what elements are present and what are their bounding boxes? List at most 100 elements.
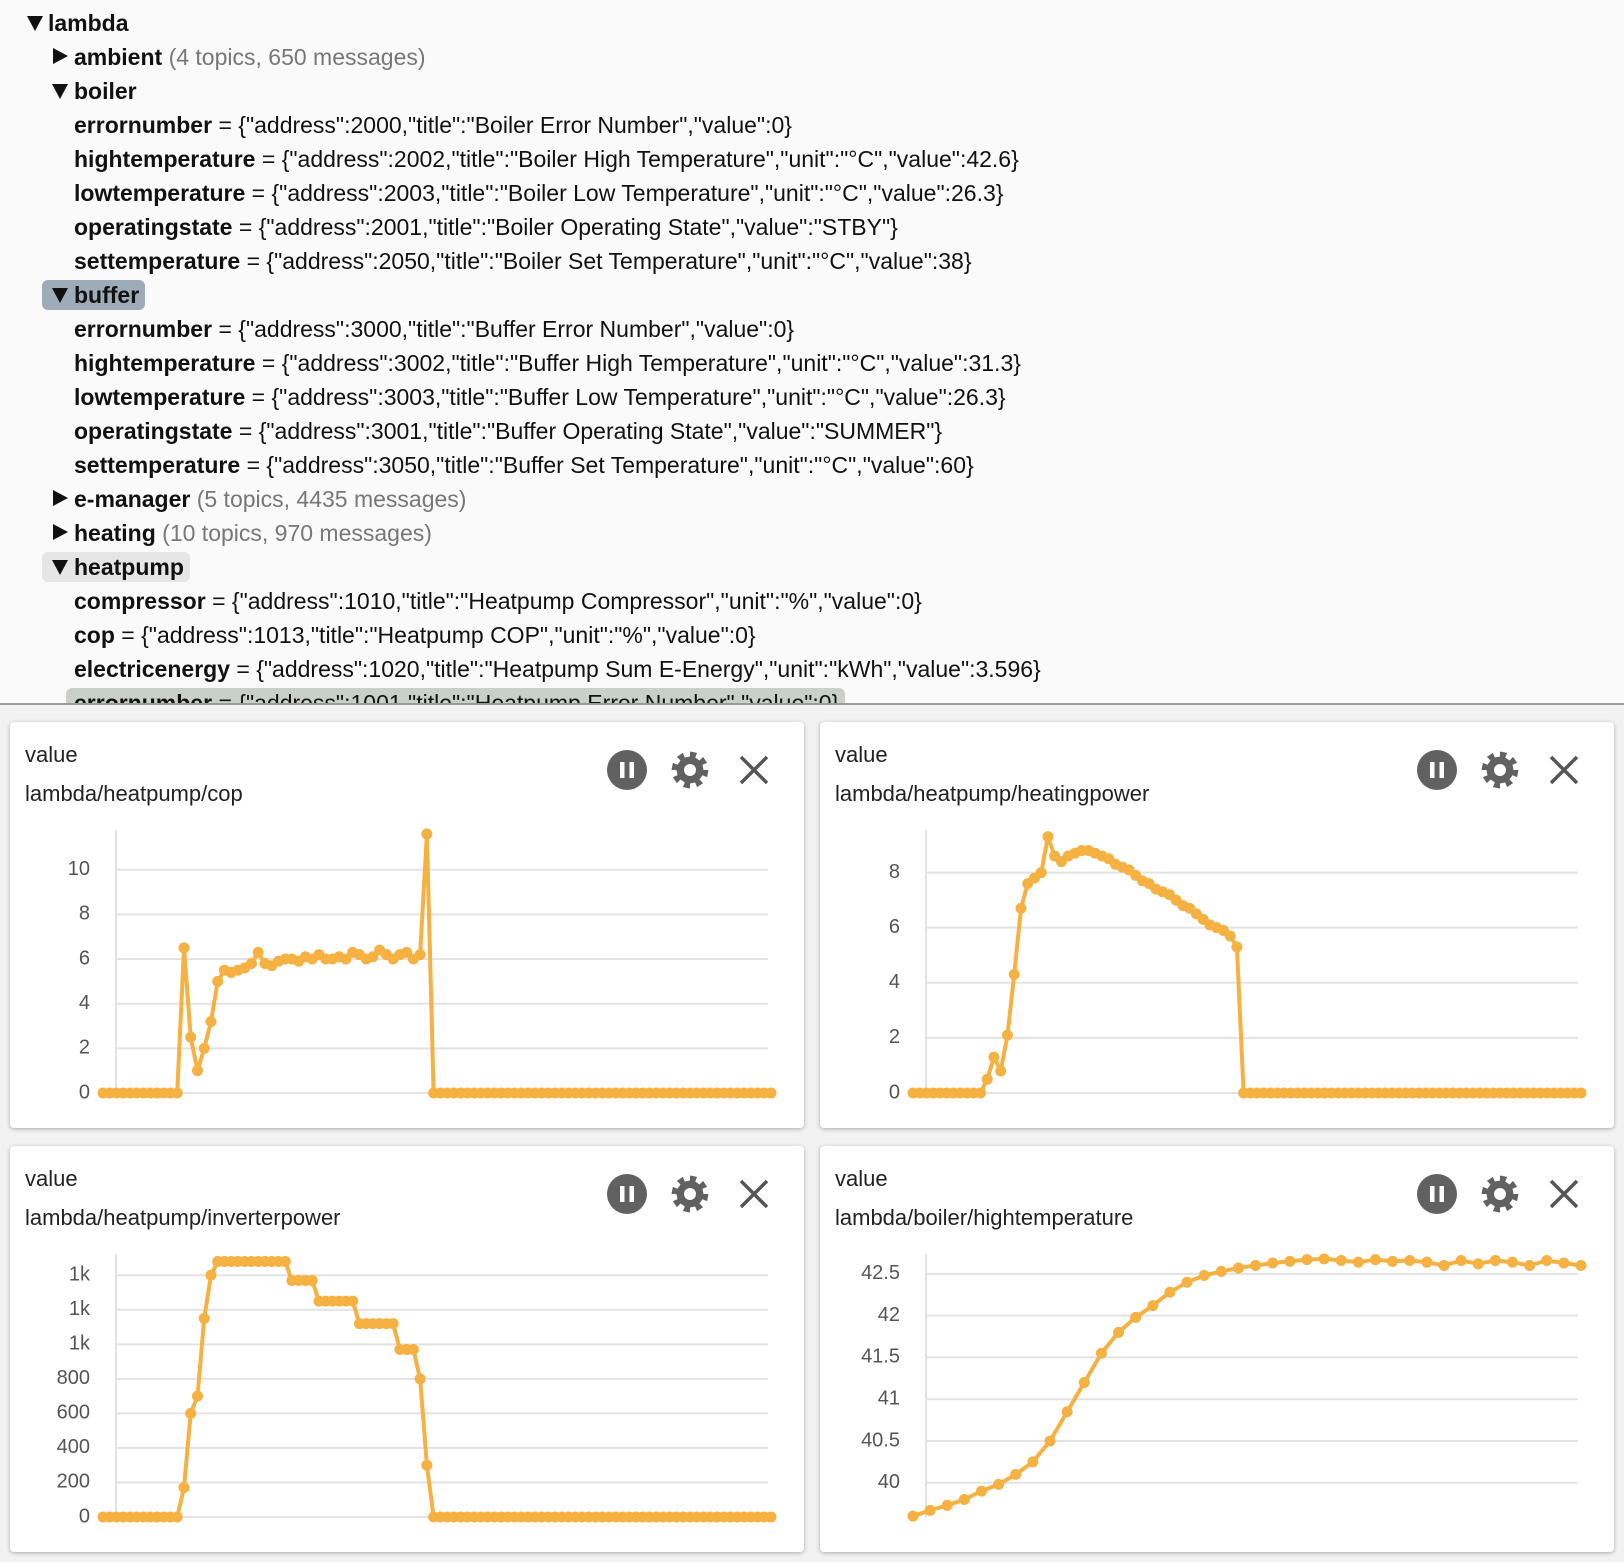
- topic-name: boiler: [74, 78, 137, 104]
- data-point: [279, 1255, 291, 1267]
- topic-folder[interactable]: boiler: [74, 76, 137, 106]
- topic-name: settemperature: [74, 452, 241, 478]
- topic-folder[interactable]: heatpump: [74, 552, 184, 582]
- topic-leaf[interactable]: errornumber = {"address":3000,"title":"B…: [74, 314, 794, 344]
- topic-name: lowtemperature: [74, 384, 246, 410]
- data-point: [981, 1073, 993, 1085]
- topic-folder[interactable]: lambda: [48, 8, 129, 38]
- topic-leaf[interactable]: errornumber = {"address":1001,"title":"H…: [74, 688, 839, 703]
- topic-name: lambda: [48, 10, 129, 36]
- data-point: [1078, 1376, 1090, 1388]
- data-point: [1113, 1326, 1125, 1338]
- y-tick-label: 8: [889, 861, 900, 883]
- expand-arrow[interactable]: [27, 14, 45, 32]
- pause-button[interactable]: [607, 750, 647, 790]
- topic-name: settemperature: [74, 248, 241, 274]
- series-line: [912, 1256, 1582, 1519]
- topic-leaf[interactable]: operatingstate = {"address":2001,"title"…: [74, 212, 898, 242]
- chart-title: lambda/boiler/hightemperature: [835, 1205, 1133, 1230]
- row-highlight: [66, 688, 846, 703]
- arrow-shape: [53, 48, 68, 64]
- chart: value lambda/heatpump/inverterpower 0 200 40…: [25, 1166, 777, 1527]
- close-button[interactable]: [1549, 1179, 1579, 1209]
- topic-leaf[interactable]: operatingstate = {"address":3001,"title"…: [74, 416, 942, 446]
- topic-folder[interactable]: e-manager (5 topics, 4435 messages): [74, 484, 466, 514]
- expand-arrow[interactable]: [52, 490, 70, 508]
- arrow-shape: [52, 288, 68, 303]
- data-point: [1575, 1087, 1587, 1099]
- data-point: [347, 1295, 359, 1307]
- close-button[interactable]: [1549, 755, 1579, 785]
- chart-panel: value lambda/heatpump/cop 0 2 4 6 8 10: [10, 722, 804, 1128]
- topic-leaf[interactable]: hightemperature = {"address":2002,"title…: [74, 144, 1019, 174]
- topic-name: heating: [74, 520, 156, 546]
- chart-panel: value lambda/boiler/hightemperature 40 40.5…: [820, 1146, 1614, 1552]
- topic-leaf[interactable]: hightemperature = {"address":3002,"title…: [74, 348, 1021, 378]
- data-point: [1369, 1254, 1381, 1266]
- y-tick-label: 41: [878, 1387, 900, 1409]
- topic-leaf[interactable]: settemperature = {"address":2050,"title"…: [74, 246, 972, 276]
- data-point: [252, 946, 264, 958]
- data-point: [191, 1065, 203, 1077]
- data-point: [924, 1504, 936, 1516]
- topic-value: = {"address":3002,"title":"Buffer High T…: [261, 350, 1021, 376]
- data-point: [907, 1510, 919, 1522]
- topic-value: = {"address":3000,"title":"Buffer Error …: [218, 316, 795, 342]
- chart: value lambda/boiler/hightemperature 40 40.5…: [835, 1166, 1587, 1522]
- topic-leaf[interactable]: cop = {"address":1013,"title":"Heatpump …: [74, 620, 756, 650]
- pause-button[interactable]: [1417, 1174, 1457, 1214]
- topic-folder[interactable]: heating (10 topics, 970 messages): [74, 518, 432, 548]
- data-point: [1198, 1270, 1210, 1282]
- data-point: [414, 949, 426, 961]
- pause-button[interactable]: [607, 1174, 647, 1214]
- close-button[interactable]: [739, 1179, 769, 1209]
- data-point: [178, 942, 190, 954]
- pause-bar: [629, 1186, 634, 1202]
- data-point: [1250, 1260, 1262, 1272]
- expand-arrow[interactable]: [52, 82, 70, 100]
- data-point: [1231, 941, 1243, 953]
- topic-leaf[interactable]: lowtemperature = {"address":2003,"title"…: [74, 178, 1003, 208]
- topic-name: compressor: [74, 588, 206, 614]
- y-tick-label: 2: [79, 1037, 90, 1059]
- topic-leaf[interactable]: compressor = {"address":1010,"title":"He…: [74, 586, 922, 616]
- topic-folder[interactable]: ambient (4 topics, 650 messages): [74, 42, 426, 72]
- topic-leaf[interactable]: lowtemperature = {"address":3003,"title"…: [74, 382, 1006, 412]
- data-point: [1284, 1255, 1296, 1267]
- data-point: [1035, 867, 1047, 879]
- data-point: [765, 1511, 777, 1523]
- topic-summary: (5 topics, 4435 messages): [196, 486, 467, 512]
- series-label: value: [25, 1166, 78, 1191]
- topic-leaf[interactable]: settemperature = {"address":3050,"title"…: [74, 450, 974, 480]
- data-point: [1181, 1276, 1193, 1288]
- data-point: [198, 1042, 210, 1054]
- data-point: [1015, 902, 1027, 914]
- data-point: [245, 958, 257, 969]
- data-point: [1215, 1265, 1227, 1277]
- topic-folder[interactable]: buffer: [74, 280, 139, 310]
- y-tick-label: 4: [79, 992, 90, 1014]
- topic-leaf[interactable]: errornumber = {"address":2000,"title":"B…: [74, 110, 792, 140]
- data-point: [401, 946, 413, 958]
- data-point: [993, 1478, 1005, 1490]
- expand-arrow[interactable]: [52, 558, 70, 576]
- expand-arrow[interactable]: [52, 286, 70, 304]
- expand-arrow[interactable]: [52, 524, 70, 542]
- topic-value: = {"address":2000,"title":"Boiler Error …: [218, 112, 792, 138]
- topic-name: heatpump: [74, 554, 184, 580]
- data-point: [1010, 1468, 1022, 1480]
- arrow-shape: [52, 84, 68, 99]
- expand-arrow[interactable]: [52, 48, 70, 66]
- data-point: [988, 1051, 1000, 1063]
- data-point: [1318, 1253, 1330, 1265]
- pause-button[interactable]: [1417, 750, 1457, 790]
- data-point: [212, 975, 224, 987]
- data-point: [1404, 1255, 1416, 1267]
- close-button[interactable]: [739, 755, 769, 785]
- data-point: [1421, 1256, 1433, 1268]
- topic-value: = {"address":2001,"title":"Boiler Operat…: [238, 214, 898, 240]
- pause-bar: [1430, 1186, 1435, 1202]
- topic-leaf[interactable]: electricenergy = {"address":1020,"title"…: [74, 654, 1041, 684]
- chart-panel: value lambda/heatpump/inverterpower 0 200 40…: [10, 1146, 804, 1552]
- data-point: [1224, 930, 1236, 942]
